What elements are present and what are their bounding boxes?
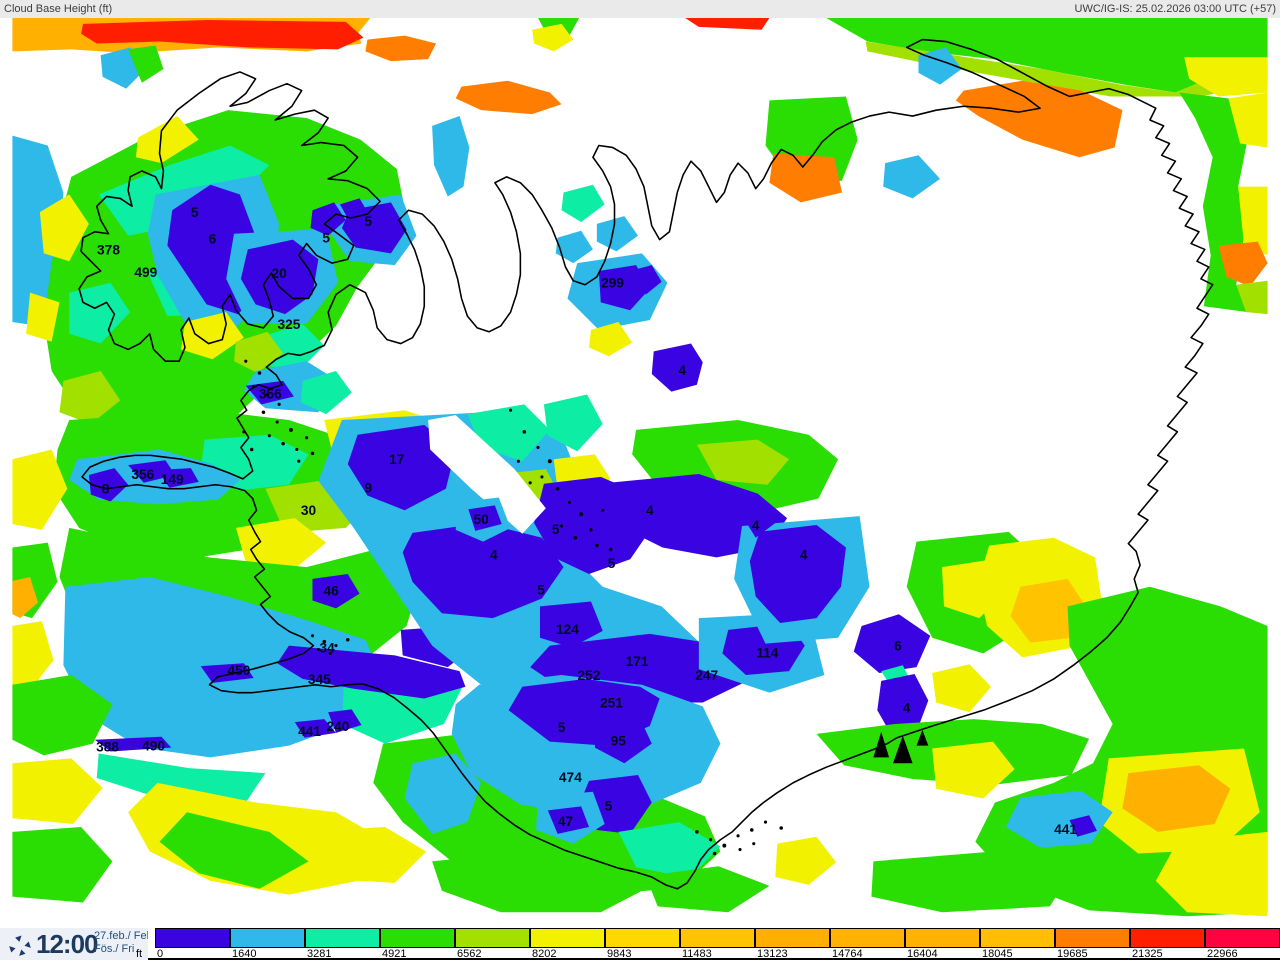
header-bar: Cloud Base Height (ft) UWC/IG-IS: 25.02.… (0, 0, 1280, 18)
time-panel: 12:00 27.feb./ Feb Fös./ Fri (0, 928, 153, 960)
island-dots (242, 359, 783, 856)
legend-value-labels: 0 1640 3281 4921 6562 8202 9843 11483 13123 14764… (155, 948, 1280, 960)
station-value: 95 (611, 734, 627, 749)
legend-box (530, 928, 605, 948)
station-value: 240 (327, 719, 350, 734)
weather-map-canvas[interactable]: 5 6 378 499 20 5 5 325 356 299 4 356 149 8 17 9 30 50 5 4 4 5… (0, 18, 1280, 928)
station-value: 4 (678, 363, 686, 378)
station-value: 30 (301, 503, 317, 518)
cloud-patches (12, 18, 1268, 917)
station-value: 17 (389, 452, 405, 467)
legend-box (455, 928, 530, 948)
legend-tick-label: 16404 (907, 948, 938, 960)
station-value: 499 (134, 265, 157, 280)
date-line-2: Fös./ Fri (94, 943, 135, 955)
station-value: 441 (1054, 822, 1077, 837)
wind-scatter-icon[interactable] (8, 934, 32, 956)
station-value: 474 (559, 770, 582, 785)
station-value: 4 (646, 503, 654, 518)
legend-tick-label: 13123 (757, 948, 788, 960)
station-value: 171 (626, 654, 649, 669)
legend-tick-label: 14764 (832, 948, 863, 960)
color-scale-legend: ft 0 1640 3281 4921 6562 8202 9843 11483 13123 14… (136, 928, 1280, 960)
legend-box (1130, 928, 1205, 948)
legend-tick-label: 9843 (607, 948, 632, 960)
bottom-bar: 12:00 27.feb./ Feb Fös./ Fri ft 0 1640 328… (0, 928, 1280, 960)
station-value: 5 (605, 798, 613, 813)
legend-box (1055, 928, 1130, 948)
valid-date: 27.feb./ Feb Fös./ Fri (94, 930, 153, 956)
iceland-coastline (78, 38, 1214, 890)
station-value: 356 (259, 386, 282, 401)
station-value: 4 (752, 518, 760, 533)
station-value: 9 (365, 481, 373, 496)
legend-box (305, 928, 380, 948)
station-value: 46 (323, 584, 339, 599)
station-value: 325 (277, 317, 300, 332)
station-value: 5 (608, 556, 616, 571)
legend-box (1205, 928, 1280, 948)
station-value: 490 (142, 739, 165, 754)
station-value: 251 (600, 695, 623, 710)
station-value: 441 (298, 724, 321, 739)
station-value: 34 (320, 640, 336, 655)
legend-box (755, 928, 830, 948)
station-value: 5 (537, 583, 545, 598)
station-value: 4 (903, 700, 911, 715)
station-value: 247 (695, 668, 718, 683)
station-value: 356 (131, 467, 154, 482)
legend-tick-label: 8202 (532, 948, 557, 960)
legend-color-boxes (155, 928, 1280, 948)
station-value: 47 (558, 814, 574, 829)
legend-underline (148, 958, 1280, 960)
legend-box (980, 928, 1055, 948)
legend-box (155, 928, 230, 948)
station-value: 124 (556, 622, 579, 637)
legend-tick-label: 22966 (1207, 948, 1238, 960)
station-value: 450 (227, 663, 250, 678)
legend-tick-label: 3281 (307, 948, 332, 960)
date-line-1: 27.feb./ Feb (94, 930, 153, 942)
legend-tick-label: 11483 (682, 948, 712, 960)
legend-box (905, 928, 980, 948)
legend-box (230, 928, 305, 948)
station-value: 252 (578, 668, 601, 683)
legend-tick-label: 21325 (1132, 948, 1163, 960)
station-value: 299 (601, 276, 624, 291)
station-value: 5 (191, 205, 199, 220)
station-value: 378 (97, 242, 120, 257)
legend-tick-label: 1640 (232, 948, 257, 960)
station-value: 6 (209, 232, 217, 247)
legend-tick-label: 19685 (1057, 948, 1088, 960)
station-value: 4 (490, 547, 498, 562)
station-value: 114 (756, 645, 779, 660)
legend-box (380, 928, 455, 948)
station-value: 20 (272, 266, 288, 281)
station-value: 345 (308, 672, 331, 687)
station-value: 5 (558, 720, 566, 735)
legend-unit-label: ft (136, 948, 143, 960)
legend-tick-label: 6562 (457, 948, 482, 960)
legend-tick-label: 4921 (382, 948, 407, 960)
station-value: 8 (102, 482, 110, 497)
station-value: 388 (96, 739, 119, 754)
station-value: 5 (365, 214, 373, 229)
valid-time: 12:00 (36, 929, 98, 959)
station-value: 4 (800, 547, 808, 562)
legend-tick-label: 18045 (982, 948, 1013, 960)
station-value: 5 (552, 522, 560, 537)
station-value: 149 (161, 472, 184, 487)
legend-tick-label: 0 (157, 948, 164, 960)
legend-box (680, 928, 755, 948)
legend-box (830, 928, 905, 948)
station-value: 5 (322, 231, 330, 246)
page-title: Cloud Base Height (ft) (4, 3, 113, 15)
station-value: 50 (474, 512, 490, 527)
legend-box (605, 928, 680, 948)
model-run-info: UWC/IG-IS: 25.02.2026 03:00 UTC (+57) (1074, 3, 1276, 15)
station-value: 6 (894, 638, 902, 653)
